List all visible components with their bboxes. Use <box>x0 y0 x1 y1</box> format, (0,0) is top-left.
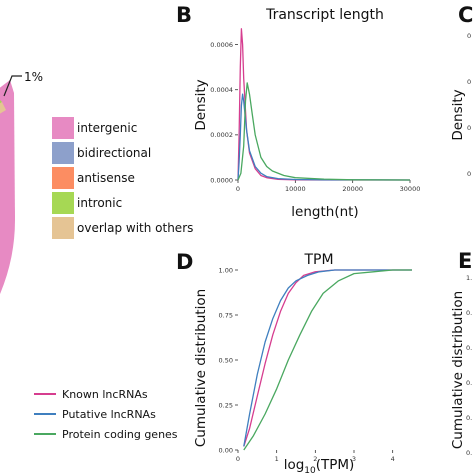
chart-b-xtick-label-1: 10000 <box>285 185 306 193</box>
chart-b-xtick-label-0: 0 <box>236 185 240 193</box>
pie-callout-label: 1% <box>24 70 43 84</box>
chart-d-xlabel-suffix: (TPM) <box>316 457 355 473</box>
panel-letter-d: D <box>176 250 193 274</box>
pie-legend-swatch-intergenic <box>52 117 74 139</box>
chart-d-ytick-label-3: 0.75 <box>219 311 233 319</box>
pie-legend-swatch-bidirectional <box>52 142 74 164</box>
pie-legend-label-intronic: intronic <box>77 196 122 210</box>
chart-d-xtick-label-3: 3 <box>352 455 356 463</box>
panel-letter-c: C <box>458 3 473 27</box>
chart-b-series-line-2 <box>237 82 411 181</box>
series-legend-label-known: Known lncRNAs <box>62 388 148 401</box>
chart-d-series-line-2 <box>243 269 412 451</box>
chart-e-tick-label-1: 0. <box>466 309 472 317</box>
chart-b-xtick-label-3: 30000 <box>400 185 421 193</box>
pie-slice-main <box>0 80 15 220</box>
chart-e-ticks: 1. 0. 0. 0. 0. 0. 0 0 0 0 <box>466 32 472 457</box>
chart-d-ytick-label-1: 0.25 <box>219 401 233 409</box>
series-legend-label-protein: Protein coding genes <box>62 428 178 441</box>
chart-d-xtick-label-1: 1 <box>275 455 279 463</box>
chart-b-xtick-label-2: 20000 <box>342 185 363 193</box>
chart-b-ytick-label-1: 0.0002 <box>210 131 233 139</box>
chart-b-ylabel: Density <box>193 79 209 130</box>
chart-d-xlabel-prefix: log <box>284 457 305 473</box>
pie-callout-line <box>3 75 22 97</box>
chart-b-ytick-label-2: 0.0004 <box>210 86 233 94</box>
chart-e-tick-label-5: 0. <box>466 449 472 457</box>
pie-slice-overlap <box>0 102 6 114</box>
panel-letter-e: E <box>458 249 472 273</box>
chart-d-ytick-label-0: 0.00 <box>219 446 233 454</box>
chart-e-tick-label-4: 0. <box>466 414 472 422</box>
chart-b-title: Transcript length <box>265 7 384 23</box>
chart-d-xtick-label-0: 0 <box>236 455 240 463</box>
chart-d-plot: 0.00 0.25 0.50 0.75 1.00 0 1 2 3 4 <box>219 266 412 463</box>
chart-b-ytick-label-0: 0.0000 <box>210 176 233 184</box>
chart-e-ylabel: Cumulative distribution <box>450 291 466 449</box>
chart-e-tick-label-3: 0. <box>466 379 472 387</box>
pie-legend-swatch-intronic <box>52 192 74 214</box>
pie-chart-fragment: 1% <box>0 70 43 294</box>
chart-d-ytick-label-4: 1.00 <box>219 266 233 274</box>
chart-d-xtick-label-4: 4 <box>391 455 395 463</box>
chart-d-xtick-label-2: 2 <box>313 455 317 463</box>
chart-c-tick-label-2: 0 <box>467 124 471 132</box>
chart-c-tick-label-3: 0 <box>467 170 471 178</box>
chart-e-tick-label-2: 0. <box>466 344 472 352</box>
chart-d-xlabel: log10(TPM) <box>284 457 355 474</box>
pie-legend: intergenic bidirectional antisense intro… <box>52 117 193 239</box>
chart-d-series-line-1 <box>243 269 412 447</box>
chart-b-series-line-0 <box>237 28 410 181</box>
chart-d-title: TPM <box>303 252 333 268</box>
pie-legend-label-overlap: overlap with others <box>77 221 193 235</box>
series-legend-label-putative: Putative lncRNAs <box>62 408 156 421</box>
panel-letter-b: B <box>176 3 192 27</box>
chart-b-series-line-1 <box>237 93 411 181</box>
chart-d-series-line-0 <box>243 269 412 447</box>
chart-d-xlabel-sub: 10 <box>304 466 316 474</box>
chart-e-tick-label-0: 1. <box>466 274 472 282</box>
chart-c-tick-label-0: 0 <box>467 32 471 40</box>
pie-legend-swatch-antisense <box>52 167 74 189</box>
chart-d-ylabel: Cumulative distribution <box>193 289 209 447</box>
chart-b-ytick-label-3: 0.0006 <box>210 41 233 49</box>
pie-legend-swatch-overlap <box>52 217 74 239</box>
pie-legend-label-antisense: antisense <box>77 171 135 185</box>
pie-slice-intronic <box>0 100 2 104</box>
series-legend: Known lncRNAs Putative lncRNAs Protein c… <box>34 388 178 441</box>
chart-c-tick-label-1: 0 <box>467 78 471 86</box>
chart-b-xlabel: length(nt) <box>291 204 358 220</box>
chart-c-ylabel: Density <box>450 89 466 140</box>
pie-legend-label-intergenic: intergenic <box>77 121 137 135</box>
chart-b-plot: 0.0000 0.0002 0.0004 0.0006 0 10000 20000 30000 <box>210 28 421 193</box>
chart-d-ytick-label-2: 0.50 <box>219 356 233 364</box>
pie-legend-label-bidirectional: bidirectional <box>77 146 151 160</box>
